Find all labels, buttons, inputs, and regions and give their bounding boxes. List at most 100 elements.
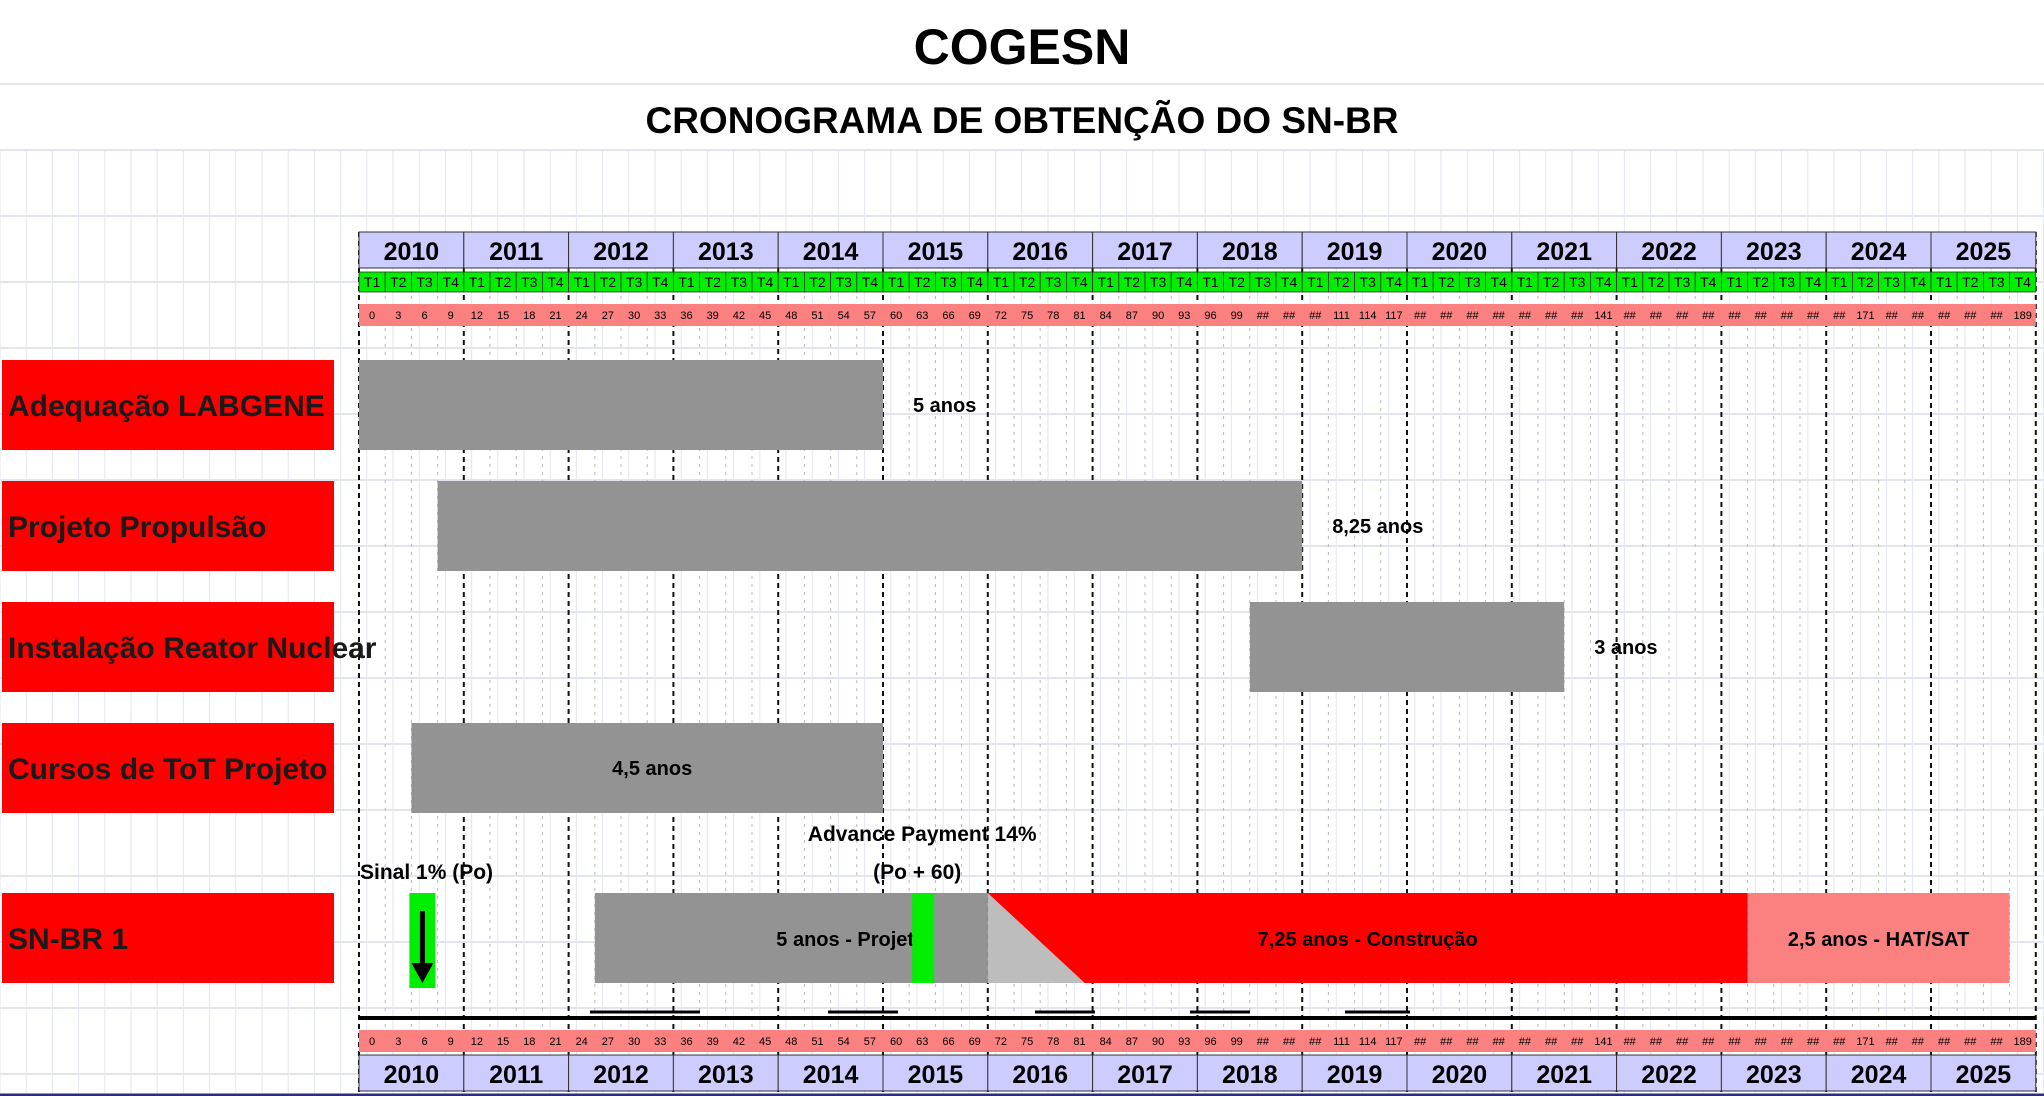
bar-label: 5 anos - Projeto xyxy=(776,929,926,951)
task-label-box xyxy=(2,602,334,692)
month-tick-label: 48 xyxy=(785,1036,797,1048)
quarter-label: T4 xyxy=(1805,274,1822,290)
quarter-label: T4 xyxy=(1386,274,1403,290)
quarter-label: T3 xyxy=(731,274,748,290)
month-tick-label: 3 xyxy=(395,1036,401,1048)
month-tick-label: 78 xyxy=(1047,1036,1059,1048)
task-label: Projeto Propulsão xyxy=(8,511,266,544)
month-tick-label: 81 xyxy=(1073,310,1085,322)
month-tick-label: 18 xyxy=(523,1036,535,1048)
month-tick-label: ## xyxy=(1624,310,1637,322)
task-bar xyxy=(437,481,1303,571)
month-tick-label: ## xyxy=(1283,1036,1296,1048)
month-tick-label: ## xyxy=(1414,1036,1427,1048)
year-label: 2021 xyxy=(1536,1061,1592,1089)
year-label: 2018 xyxy=(1222,1061,1278,1089)
year-label: 2014 xyxy=(803,1061,859,1089)
quarter-label: T4 xyxy=(1491,274,1508,290)
month-tick-label: 60 xyxy=(890,1036,902,1048)
month-tick-label: ## xyxy=(1283,310,1296,322)
month-tick-label: ## xyxy=(1571,310,1584,322)
transition-triangle xyxy=(987,893,1085,983)
month-tick-label: ## xyxy=(1781,310,1794,322)
month-tick-label: 72 xyxy=(995,1036,1007,1048)
year-cell xyxy=(1616,231,1722,269)
month-tick-label: 141 xyxy=(1594,310,1612,322)
year-label: 2015 xyxy=(908,238,964,266)
month-tick-label: 93 xyxy=(1178,1036,1190,1048)
task-label-box xyxy=(2,893,334,983)
year-label: 2024 xyxy=(1851,1061,1907,1089)
duration-annotation: 4,5 anos xyxy=(612,758,692,780)
quarter-label: T1 xyxy=(993,274,1010,290)
month-tick-label: 15 xyxy=(497,310,509,322)
month-tick-label: 24 xyxy=(576,310,588,322)
quarter-label: T4 xyxy=(547,274,564,290)
year-label: 2010 xyxy=(384,238,440,266)
month-tick-label: 111 xyxy=(1333,1036,1350,1048)
quarter-label: T4 xyxy=(443,274,460,290)
quarter-label: T3 xyxy=(1150,274,1167,290)
duration-annotation: 8,25 anos xyxy=(1332,516,1423,538)
month-tick-label: ## xyxy=(1912,310,1925,322)
month-tick-label: ## xyxy=(1519,310,1532,322)
year-cell xyxy=(1930,1054,2037,1092)
month-tick-label: ## xyxy=(1545,310,1558,322)
milestone-marker xyxy=(912,893,935,983)
month-tick-label: ## xyxy=(1728,310,1741,322)
year-cell xyxy=(463,231,570,269)
month-row xyxy=(359,304,2036,326)
year-label: 2020 xyxy=(1432,238,1488,266)
month-tick-label: 117 xyxy=(1385,1036,1403,1048)
month-tick-label: 30 xyxy=(628,310,640,322)
year-label: 2015 xyxy=(908,1061,964,1089)
month-row xyxy=(359,1030,2036,1052)
task-bar xyxy=(987,893,1748,983)
month-tick-label: 33 xyxy=(654,1036,666,1048)
month-tick-label: ## xyxy=(1466,310,1479,322)
bar-label: 7,25 anos - Construção xyxy=(1258,929,1478,951)
month-tick-label: ## xyxy=(1624,1036,1637,1048)
task-rows: Adequação LABGENE 5 anos Projeto Propulsão… xyxy=(2,360,2010,1014)
year-cell xyxy=(358,231,465,269)
quarter-label: T2 xyxy=(1333,274,1350,290)
month-tick-label: 51 xyxy=(811,1036,823,1048)
month-tick-label: 0 xyxy=(369,310,375,322)
month-tick-label: 12 xyxy=(471,1036,483,1048)
year-cell xyxy=(1720,231,1827,269)
quarter-label: T3 xyxy=(836,274,853,290)
task-bar xyxy=(359,360,883,450)
quarter-label: T1 xyxy=(783,274,800,290)
quarter-label: T4 xyxy=(1595,274,1612,290)
quarter-label: T2 xyxy=(914,274,931,290)
quarter-label: T2 xyxy=(495,274,512,290)
quarter-label: T2 xyxy=(1019,274,1036,290)
month-tick-label: 90 xyxy=(1152,310,1164,322)
month-tick-label: ## xyxy=(1938,1036,1951,1048)
quarter-label: T2 xyxy=(809,274,826,290)
month-tick-label: ## xyxy=(1781,1036,1794,1048)
quarter-label: T1 xyxy=(1412,274,1429,290)
quarter-label: T1 xyxy=(1622,274,1639,290)
year-label: 2022 xyxy=(1641,1061,1697,1089)
quarter-label: T4 xyxy=(2015,274,2032,290)
quarter-label: T1 xyxy=(888,274,905,290)
month-tick-label: 93 xyxy=(1178,310,1190,322)
month-tick-label: 15 xyxy=(497,1036,509,1048)
task-label-box xyxy=(2,481,334,571)
year-cell xyxy=(463,1054,570,1092)
month-tick-label: 6 xyxy=(421,1036,427,1048)
month-tick-label: ## xyxy=(1257,310,1270,322)
year-label: 2013 xyxy=(698,1061,754,1089)
year-label: 2016 xyxy=(1012,238,1068,266)
year-label: 2017 xyxy=(1117,238,1173,266)
month-tick-label: 21 xyxy=(549,1036,561,1048)
quarter-label: T4 xyxy=(757,274,774,290)
month-tick-label: ## xyxy=(1702,310,1715,322)
month-tick-label: 57 xyxy=(864,310,876,322)
year-cell xyxy=(1301,231,1408,269)
month-tick-label: ## xyxy=(1650,310,1663,322)
quarter-label: T1 xyxy=(1517,274,1534,290)
month-tick-label: ## xyxy=(1755,1036,1768,1048)
month-tick-label: 18 xyxy=(523,310,535,322)
